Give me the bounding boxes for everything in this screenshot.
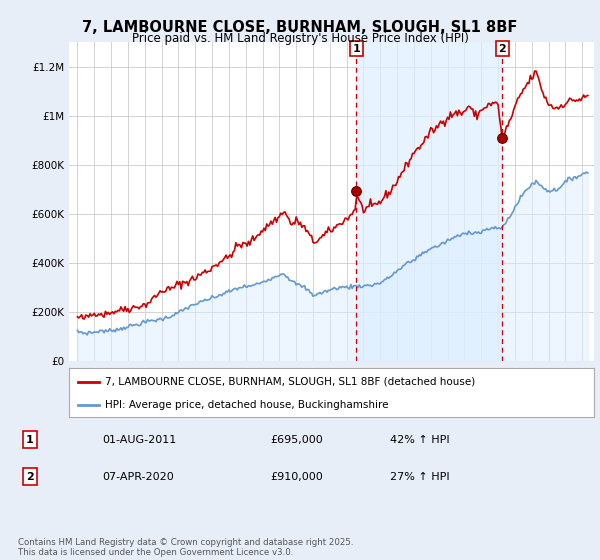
Text: 42% ↑ HPI: 42% ↑ HPI xyxy=(390,435,449,445)
Text: 07-APR-2020: 07-APR-2020 xyxy=(102,472,174,482)
Text: 2: 2 xyxy=(26,472,34,482)
Text: HPI: Average price, detached house, Buckinghamshire: HPI: Average price, detached house, Buck… xyxy=(105,400,388,410)
Text: 1: 1 xyxy=(353,44,361,54)
Text: £695,000: £695,000 xyxy=(270,435,323,445)
Text: Contains HM Land Registry data © Crown copyright and database right 2025.
This d: Contains HM Land Registry data © Crown c… xyxy=(18,538,353,557)
Text: £910,000: £910,000 xyxy=(270,472,323,482)
Text: 7, LAMBOURNE CLOSE, BURNHAM, SLOUGH, SL1 8BF (detached house): 7, LAMBOURNE CLOSE, BURNHAM, SLOUGH, SL1… xyxy=(105,377,475,387)
Text: 1: 1 xyxy=(26,435,34,445)
Bar xyxy=(356,42,502,361)
Text: 7, LAMBOURNE CLOSE, BURNHAM, SLOUGH, SL1 8BF: 7, LAMBOURNE CLOSE, BURNHAM, SLOUGH, SL1… xyxy=(82,20,518,35)
Text: 27% ↑ HPI: 27% ↑ HPI xyxy=(390,472,449,482)
Text: 01-AUG-2011: 01-AUG-2011 xyxy=(102,435,176,445)
Text: 2: 2 xyxy=(499,44,506,54)
Text: Price paid vs. HM Land Registry's House Price Index (HPI): Price paid vs. HM Land Registry's House … xyxy=(131,32,469,45)
